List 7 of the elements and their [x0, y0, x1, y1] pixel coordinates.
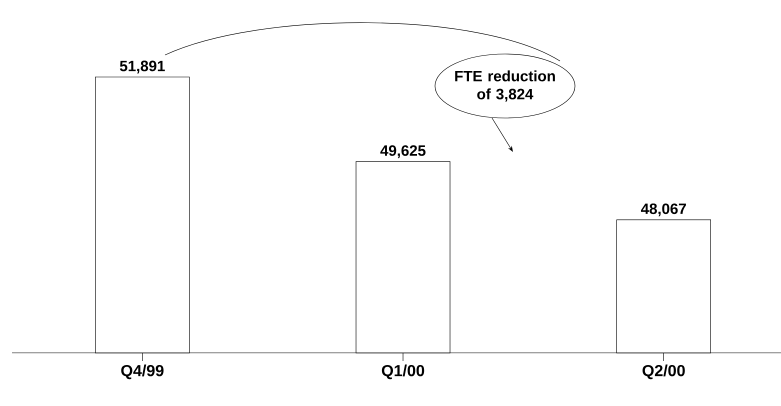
annotation: FTE reduction of 3,824	[455, 70, 555, 102]
x-tick-label: Q4/99	[121, 364, 164, 380]
x-tick-label: Q2/00	[642, 364, 685, 380]
x-tick-label: Q1/00	[382, 364, 424, 380]
data-label: 49,625	[380, 145, 426, 158]
data-label: 51,891	[120, 60, 165, 74]
data-label: 48,067	[640, 203, 686, 216]
